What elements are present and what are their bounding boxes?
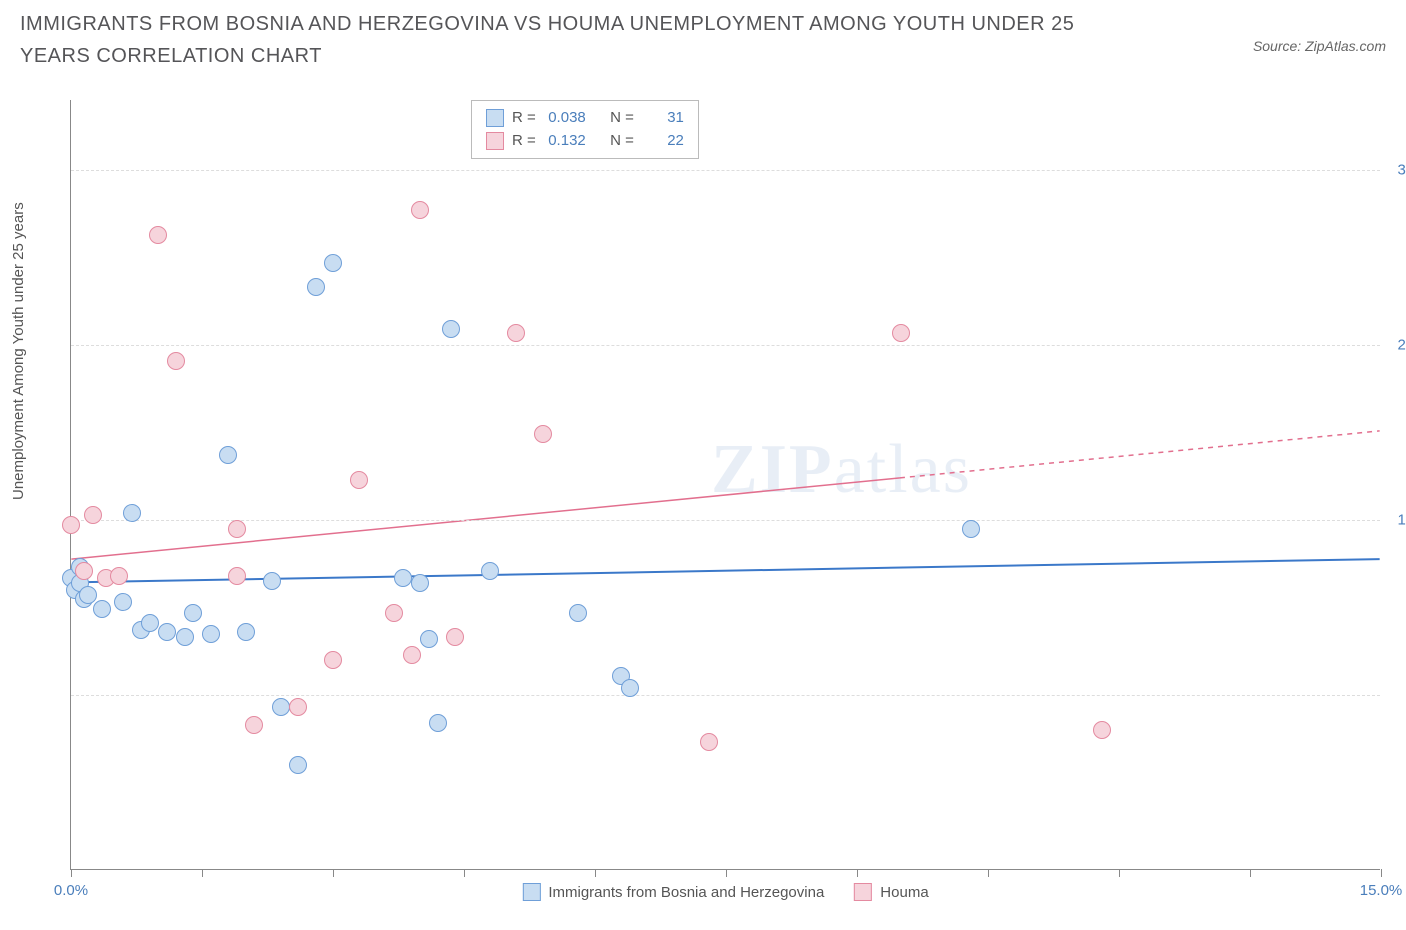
x-tick-label: 15.0% bbox=[1360, 882, 1403, 899]
x-tick bbox=[1381, 869, 1382, 877]
data-point bbox=[149, 226, 167, 244]
data-point bbox=[167, 352, 185, 370]
gridline bbox=[71, 345, 1380, 346]
stat-n-label: N = bbox=[610, 130, 634, 153]
data-point bbox=[272, 698, 290, 716]
stats-row: R = 0.038 N = 31 bbox=[486, 107, 684, 130]
stats-box: R = 0.038 N = 31 R = 0.132 N = 22 bbox=[471, 100, 699, 159]
x-tick bbox=[1250, 869, 1251, 877]
data-point bbox=[62, 516, 80, 534]
trend-lines-svg bbox=[71, 100, 1380, 869]
source-label: Source: ZipAtlas.com bbox=[1253, 8, 1386, 54]
data-point bbox=[892, 324, 910, 342]
legend-label: Immigrants from Bosnia and Herzegovina bbox=[548, 884, 824, 901]
data-point bbox=[84, 506, 102, 524]
stats-row: R = 0.132 N = 22 bbox=[486, 130, 684, 153]
legend-item: Houma bbox=[854, 883, 928, 901]
data-point bbox=[394, 569, 412, 587]
data-point bbox=[962, 520, 980, 538]
data-point bbox=[93, 600, 111, 618]
x-tick bbox=[726, 869, 727, 877]
data-point bbox=[219, 446, 237, 464]
legend-label: Houma bbox=[880, 884, 928, 901]
data-point bbox=[263, 572, 281, 590]
gridline bbox=[71, 170, 1380, 171]
data-point bbox=[289, 756, 307, 774]
x-tick bbox=[595, 869, 596, 877]
data-point bbox=[481, 562, 499, 580]
data-point bbox=[289, 698, 307, 716]
data-point bbox=[75, 562, 93, 580]
y-tick-label: 15.0% bbox=[1385, 512, 1406, 529]
x-tick bbox=[1119, 869, 1120, 877]
data-point bbox=[350, 471, 368, 489]
data-point bbox=[184, 604, 202, 622]
stat-r-label: R = bbox=[512, 130, 536, 153]
stat-n-label: N = bbox=[610, 107, 634, 130]
data-point bbox=[324, 254, 342, 272]
data-point bbox=[176, 628, 194, 646]
bottom-legend: Immigrants from Bosnia and Herzegovina Ho… bbox=[522, 883, 928, 901]
x-tick bbox=[71, 869, 72, 877]
data-point bbox=[228, 520, 246, 538]
data-point bbox=[442, 320, 460, 338]
x-tick bbox=[988, 869, 989, 877]
data-point bbox=[700, 733, 718, 751]
x-tick-label: 0.0% bbox=[54, 882, 88, 899]
stat-r-label: R = bbox=[512, 107, 536, 130]
data-point bbox=[446, 628, 464, 646]
stat-r-value: 0.132 bbox=[544, 130, 586, 153]
stat-n-value: 22 bbox=[642, 130, 684, 153]
data-point bbox=[324, 651, 342, 669]
chart-container: Unemployment Among Youth under 25 years … bbox=[20, 100, 1390, 915]
plot-area: ZIPatlas R =0.038 N =31R =0.132 N =22 Im… bbox=[70, 100, 1380, 870]
x-tick bbox=[464, 869, 465, 877]
data-point bbox=[114, 593, 132, 611]
data-point bbox=[411, 201, 429, 219]
data-point bbox=[245, 716, 263, 734]
data-point bbox=[202, 625, 220, 643]
data-point bbox=[420, 630, 438, 648]
x-tick bbox=[857, 869, 858, 877]
chart-title: IMMIGRANTS FROM BOSNIA AND HERZEGOVINA V… bbox=[20, 8, 1120, 72]
data-point bbox=[621, 679, 639, 697]
data-point bbox=[110, 567, 128, 585]
legend-item: Immigrants from Bosnia and Herzegovina bbox=[522, 883, 824, 901]
data-point bbox=[411, 574, 429, 592]
data-point bbox=[307, 278, 325, 296]
data-point bbox=[534, 425, 552, 443]
data-point bbox=[569, 604, 587, 622]
legend-swatch bbox=[486, 109, 504, 127]
watermark-bold: ZIP bbox=[711, 431, 834, 508]
legend-swatch bbox=[854, 883, 872, 901]
watermark-light: atlas bbox=[834, 431, 972, 508]
data-point bbox=[507, 324, 525, 342]
y-tick-label: 30.0% bbox=[1385, 162, 1406, 179]
x-tick bbox=[333, 869, 334, 877]
data-point bbox=[158, 623, 176, 641]
watermark: ZIPatlas bbox=[711, 430, 972, 510]
legend-swatch bbox=[486, 132, 504, 150]
data-point bbox=[141, 614, 159, 632]
stat-n-value: 31 bbox=[642, 107, 684, 130]
gridline bbox=[71, 520, 1380, 521]
gridline bbox=[71, 695, 1380, 696]
data-point bbox=[403, 646, 421, 664]
data-point bbox=[228, 567, 246, 585]
data-point bbox=[429, 714, 447, 732]
data-point bbox=[1093, 721, 1111, 739]
y-tick-label: 22.5% bbox=[1385, 337, 1406, 354]
x-tick bbox=[202, 869, 203, 877]
legend-swatch bbox=[522, 883, 540, 901]
y-axis-label: Unemployment Among Youth under 25 years bbox=[10, 202, 27, 500]
y-tick-label: 7.5% bbox=[1385, 687, 1406, 704]
data-point bbox=[385, 604, 403, 622]
stat-r-value: 0.038 bbox=[544, 107, 586, 130]
data-point bbox=[237, 623, 255, 641]
data-point bbox=[123, 504, 141, 522]
